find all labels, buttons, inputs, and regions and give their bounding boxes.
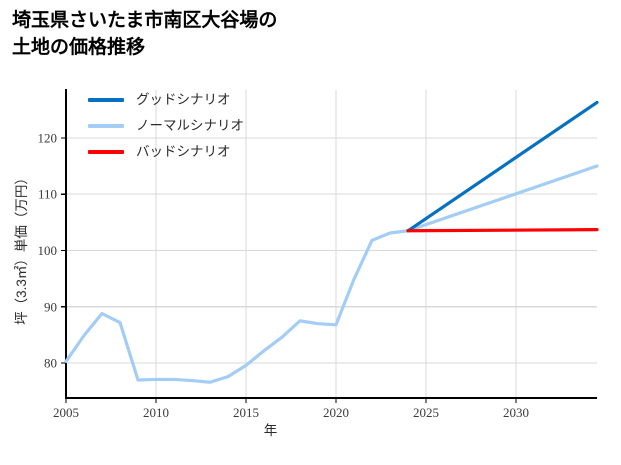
y-tick-label: 90 (44, 299, 57, 314)
y-tick-label: 110 (38, 187, 57, 202)
x-tick-label: 2020 (323, 405, 349, 420)
legend-label-normal: ノーマルシナリオ (136, 118, 244, 133)
legend-label-good: グッドシナリオ (136, 92, 231, 107)
series-line-normal (64, 164, 599, 384)
legend-swatch-good (88, 98, 124, 102)
chart-legend: グッドシナリオ ノーマルシナリオ バッドシナリオ (88, 92, 244, 160)
x-tick-label: 2025 (413, 405, 439, 420)
legend-swatch-bad (88, 150, 124, 154)
legend-item-good[interactable]: グッドシナリオ (88, 92, 244, 108)
x-axis-title: 年 (264, 423, 278, 438)
legend-item-bad[interactable]: バッドシナリオ (88, 144, 244, 160)
chart-title: 埼玉県さいたま市南区大谷場の 土地の価格推移 (12, 10, 278, 58)
legend-item-normal[interactable]: ノーマルシナリオ (88, 118, 244, 134)
y-tick-label: 100 (38, 243, 58, 258)
legend-label-bad: バッドシナリオ (136, 144, 231, 159)
x-tick-label: 2030 (503, 405, 529, 420)
x-tick-label: 2010 (143, 405, 169, 420)
y-axis-title: 坪（3.3㎡）単価（万円） (14, 171, 29, 325)
y-tick-label: 120 (38, 130, 58, 145)
legend-swatch-normal (88, 124, 124, 128)
y-tick-label: 80 (44, 356, 57, 371)
x-tick-label: 2015 (233, 405, 259, 420)
series-line-bad (406, 228, 599, 233)
x-tick-label: 2005 (53, 405, 79, 420)
series-line-good (406, 100, 599, 233)
